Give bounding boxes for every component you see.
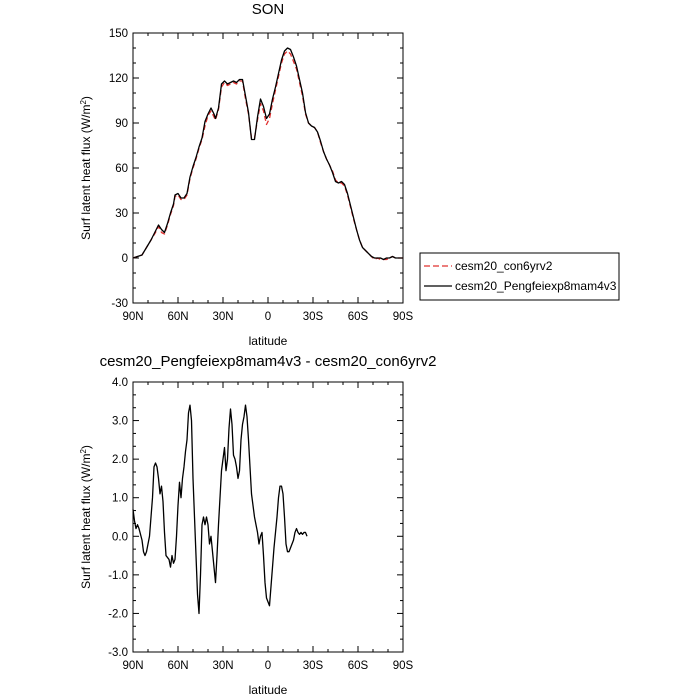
- top-title: SON: [252, 1, 285, 18]
- top-ytick-label: 150: [109, 28, 128, 40]
- legend-label-experiment: cesm20_Pengfeiexp8mam4v3: [455, 279, 617, 293]
- legend-label-control: cesm20_con6yrv2: [455, 259, 553, 273]
- top-y-axis-label: Surf latent heat flux (W/m2): [79, 96, 93, 240]
- top-x-ticks: 90N 60N 30N 0 30S 60S 90S: [122, 33, 414, 323]
- top-ytick-label: 90: [115, 118, 128, 130]
- bottom-ytick-label: -1.0: [108, 570, 128, 582]
- bottom-x-axis-label: latitude: [249, 683, 288, 697]
- bottom-y-label-close: ): [79, 445, 93, 449]
- top-ytick-label: 120: [109, 73, 128, 85]
- bottom-title: cesm20_Pengfeiexp8mam4v3 - cesm20_con6yr…: [100, 353, 437, 370]
- bottom-xtick-label: 90N: [122, 660, 143, 672]
- bottom-xtick-label: 0: [265, 660, 271, 672]
- top-xtick-label: 30S: [303, 311, 324, 323]
- top-y-label-sup: 2: [79, 100, 88, 105]
- bottom-series-line-0: [132, 404, 308, 615]
- bottom-y-label-text: Surf latent heat flux (W/m: [79, 454, 93, 589]
- bottom-ytick-label: 0.0: [112, 531, 128, 543]
- bottom-panel: cesm20_Pengfeiexp8mam4v3 - cesm20_con6yr…: [79, 353, 436, 697]
- bottom-ytick-label: 3.0: [112, 416, 128, 428]
- bottom-ytick-label: 1.0: [112, 493, 128, 505]
- bottom-ytick-label: -2.0: [108, 608, 128, 620]
- top-xtick-label: 0: [265, 311, 271, 323]
- top-xtick-label: 60N: [167, 311, 188, 323]
- top-series-line-1: [132, 47, 403, 261]
- bottom-ytick-label: 4.0: [112, 377, 128, 389]
- top-series-line-0: [132, 50, 403, 261]
- top-xtick-label: 90S: [393, 311, 414, 323]
- bottom-y-axis-label: Surf latent heat flux (W/m2): [79, 445, 93, 589]
- bottom-ytick-label: 2.0: [112, 454, 128, 466]
- bottom-y-ticks: -3.0 -2.0 -1.0 0.0 1.0 2.0 3.0 4.0: [108, 377, 403, 659]
- legend-box: [419, 252, 620, 301]
- top-ytick-label: 0: [122, 253, 128, 265]
- bottom-series-group: [132, 404, 308, 615]
- bottom-plot-frame: [132, 381, 404, 653]
- top-ytick-label: -30: [111, 298, 128, 310]
- top-y-label-text: Surf latent heat flux (W/m: [79, 105, 93, 240]
- bottom-xtick-label: 90S: [393, 660, 414, 672]
- top-ytick-label: 60: [115, 163, 128, 175]
- bottom-ytick-label: -3.0: [108, 647, 128, 659]
- top-panel: SON -30 0 30 60 90 120 150 90N 60N 30N 0 30S 60S 90S…: [79, 1, 414, 348]
- top-xtick-label: 90N: [122, 311, 143, 323]
- bottom-y-label-sup: 2: [79, 449, 88, 454]
- top-series-group: [132, 47, 403, 261]
- bottom-xtick-label: 60N: [167, 660, 188, 672]
- top-plot-frame: [132, 32, 404, 304]
- legend: cesm20_con6yrv2 cesm20_Pengfeiexp8mam4v3: [419, 252, 620, 301]
- top-xtick-label: 60S: [348, 311, 369, 323]
- bottom-xtick-label: 60S: [348, 660, 369, 672]
- top-xtick-label: 30N: [212, 311, 233, 323]
- top-y-ticks: -30 0 30 60 90 120 150: [109, 28, 403, 310]
- bottom-xtick-label: 30S: [303, 660, 324, 672]
- top-y-label-close: ): [79, 96, 93, 100]
- top-x-axis-label: latitude: [249, 334, 288, 348]
- bottom-xtick-label: 30N: [212, 660, 233, 672]
- top-ytick-label: 30: [115, 208, 128, 220]
- bottom-x-ticks: 90N 60N 30N 0 30S 60S 90S: [122, 382, 414, 672]
